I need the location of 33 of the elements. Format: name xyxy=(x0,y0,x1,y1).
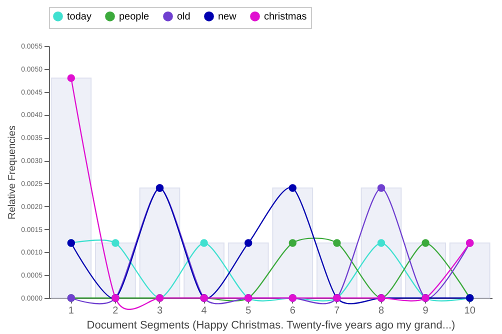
x-tick-label: 8 xyxy=(378,306,384,316)
x-tick-label: 3 xyxy=(156,306,163,316)
legend-label: old xyxy=(177,11,190,22)
point xyxy=(333,239,341,247)
point xyxy=(244,239,252,247)
point xyxy=(112,239,120,247)
point xyxy=(67,74,76,82)
x-tick-label: 4 xyxy=(201,306,208,316)
x-tick-label: 5 xyxy=(246,306,252,316)
x-tick-label: 7 xyxy=(334,306,340,316)
legend-label: new xyxy=(218,11,238,22)
x-tick-label: 2 xyxy=(112,306,119,316)
bar xyxy=(228,242,269,298)
x-axis-title: Document Segments (Happy Christmas. Twenty-five years ago my grand...) xyxy=(86,320,456,332)
legend-label: today xyxy=(67,11,92,22)
x-tick-label: 1 xyxy=(68,306,74,316)
legend-label: christmas xyxy=(264,11,307,22)
point xyxy=(377,184,386,192)
point xyxy=(288,239,297,247)
bar xyxy=(449,242,490,298)
bar xyxy=(50,78,92,298)
point xyxy=(422,239,430,247)
y-axis-title: Relative Frequencies xyxy=(7,126,18,220)
x-tick-label: 10 xyxy=(464,306,476,316)
point xyxy=(377,239,386,247)
legend-label: people xyxy=(119,11,150,22)
x-tick-label: 9 xyxy=(422,306,429,316)
point xyxy=(200,239,208,247)
point xyxy=(288,184,297,192)
bar xyxy=(139,188,180,298)
bar xyxy=(360,188,402,298)
bar xyxy=(272,188,314,298)
x-tick-label: 6 xyxy=(290,306,296,316)
